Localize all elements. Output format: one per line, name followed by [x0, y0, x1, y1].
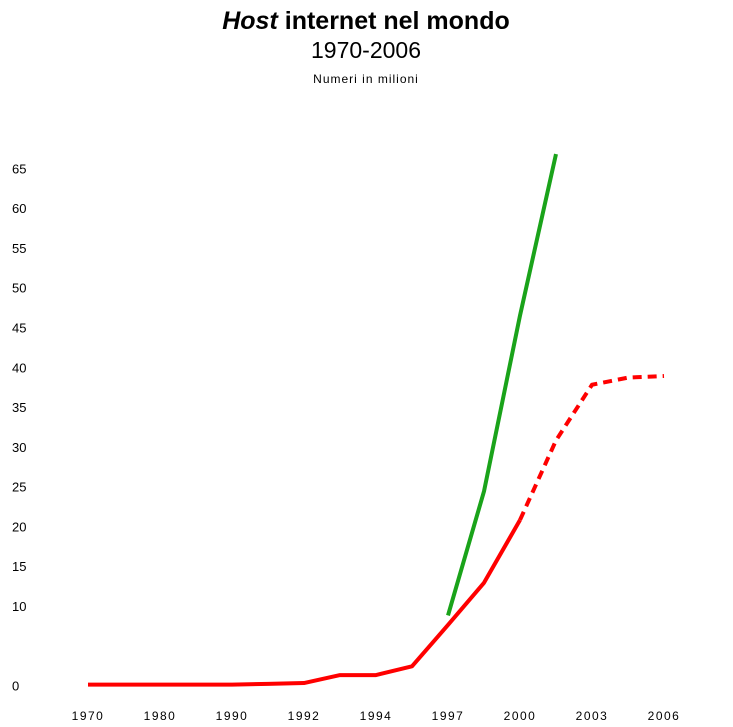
x-tick-label: 1990 [216, 709, 249, 723]
line-series [446, 153, 558, 616]
y-tick-label: 20 [12, 519, 26, 534]
y-tick-label: 65 [12, 161, 26, 176]
y-tick-label: 25 [12, 480, 26, 495]
y-tick-label: 35 [12, 400, 26, 415]
chart-note: Numeri in milioni [313, 72, 419, 86]
y-tick-label: 0 [12, 678, 19, 693]
x-tick-label: 2003 [576, 709, 609, 723]
x-tick-label: 2006 [648, 709, 681, 723]
line-series [518, 374, 665, 521]
x-tick-label: 2000 [504, 709, 537, 723]
x-tick-label: 1997 [432, 709, 465, 723]
x-tick-label: 1994 [360, 709, 393, 723]
y-tick-label: 10 [12, 599, 26, 614]
title-rest: internet nel mondo [285, 7, 510, 35]
x-tick-label: 1970 [72, 709, 105, 723]
x-tick-label: 1992 [288, 709, 321, 723]
chart-title: Host internet nel mondo [222, 7, 510, 35]
line-series [88, 518, 522, 687]
y-tick-label: 45 [12, 321, 26, 336]
x-tick-label: 1980 [144, 709, 177, 723]
y-tick-label: 30 [12, 440, 26, 455]
y-tick-label: 40 [12, 360, 26, 375]
y-tick-label: 55 [12, 241, 26, 256]
title-italic: Host [222, 7, 279, 35]
y-tick-label: 15 [12, 559, 26, 574]
chart-subtitle: 1970-2006 [311, 37, 421, 63]
y-tick-label: 60 [12, 201, 26, 216]
y-tick-label: 50 [12, 281, 26, 296]
